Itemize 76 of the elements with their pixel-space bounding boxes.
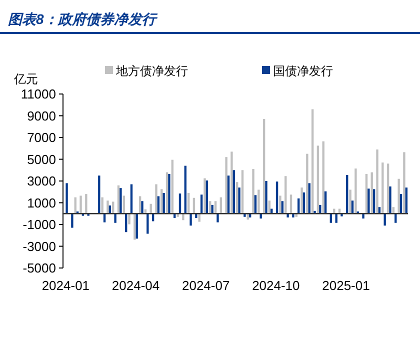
y-tick-label: 5000 — [27, 152, 56, 167]
bar — [204, 178, 206, 214]
bar — [308, 183, 310, 214]
bar — [146, 214, 149, 234]
bar — [128, 214, 130, 224]
bar — [265, 181, 268, 214]
bar — [300, 188, 303, 214]
bar — [155, 184, 158, 214]
x-tick-label: 2024-10 — [252, 278, 300, 293]
bar — [241, 170, 244, 214]
bar — [162, 192, 165, 214]
y-tick-label: 7000 — [27, 130, 56, 145]
bar — [382, 162, 384, 214]
y-tick-label: -3000 — [22, 238, 56, 254]
bar — [258, 190, 260, 214]
bar — [120, 188, 122, 214]
bar — [319, 204, 322, 214]
bar — [195, 214, 198, 218]
bar — [225, 157, 228, 214]
bar — [340, 214, 343, 216]
bar — [182, 214, 184, 220]
bar — [286, 214, 289, 218]
bar — [176, 214, 179, 217]
bar — [279, 196, 282, 214]
bar — [141, 201, 144, 214]
bar — [216, 214, 219, 222]
bar — [376, 149, 378, 214]
bar — [349, 190, 352, 214]
bar — [101, 197, 104, 214]
bar — [262, 119, 266, 214]
bar — [403, 152, 406, 214]
y-tick-label: 3000 — [27, 174, 56, 188]
bar — [98, 176, 100, 214]
x-tick-label: 2025-01 — [322, 278, 370, 293]
bar — [106, 200, 109, 214]
x-tick-label: 2024-01 — [42, 278, 90, 293]
bar — [322, 141, 324, 214]
bar — [292, 214, 294, 218]
bar — [227, 176, 230, 214]
bar — [244, 214, 246, 217]
x-tick-label: 2024-07 — [182, 278, 230, 293]
bar — [284, 176, 287, 214]
bar — [150, 204, 152, 214]
bar — [306, 154, 308, 214]
legend-label: 国债净发行 — [273, 64, 333, 78]
y-axis-title: 亿元 — [13, 72, 38, 86]
y-tick-label: 11000 — [20, 86, 56, 102]
bar — [354, 168, 357, 214]
y-tick-label: -1000 — [22, 217, 56, 232]
bar — [386, 164, 390, 214]
y-tick-label: 9000 — [27, 108, 56, 124]
legend-label: 地方债净发行 — [115, 64, 188, 78]
bar — [368, 188, 370, 214]
bar — [66, 183, 68, 214]
bar — [335, 214, 338, 223]
bar — [311, 109, 314, 214]
bar — [211, 204, 214, 214]
bar — [80, 196, 82, 214]
y-tick-label: 1000 — [27, 195, 56, 210]
bar — [85, 194, 88, 214]
y-tick-label: -5000 — [22, 260, 56, 276]
bar — [190, 214, 192, 226]
bar — [316, 146, 320, 214]
chart-title: 图表8：政府债券净发行 — [8, 11, 158, 27]
bar — [71, 214, 74, 228]
bar — [252, 169, 254, 214]
bar — [362, 214, 364, 219]
bar — [114, 214, 116, 223]
bar — [384, 214, 386, 226]
bar — [232, 170, 236, 214]
bar — [389, 186, 392, 214]
bar — [398, 178, 400, 214]
bar — [168, 174, 170, 214]
x-tick-label: 2024-04 — [112, 278, 160, 293]
bar — [238, 188, 240, 214]
bar — [230, 152, 233, 214]
